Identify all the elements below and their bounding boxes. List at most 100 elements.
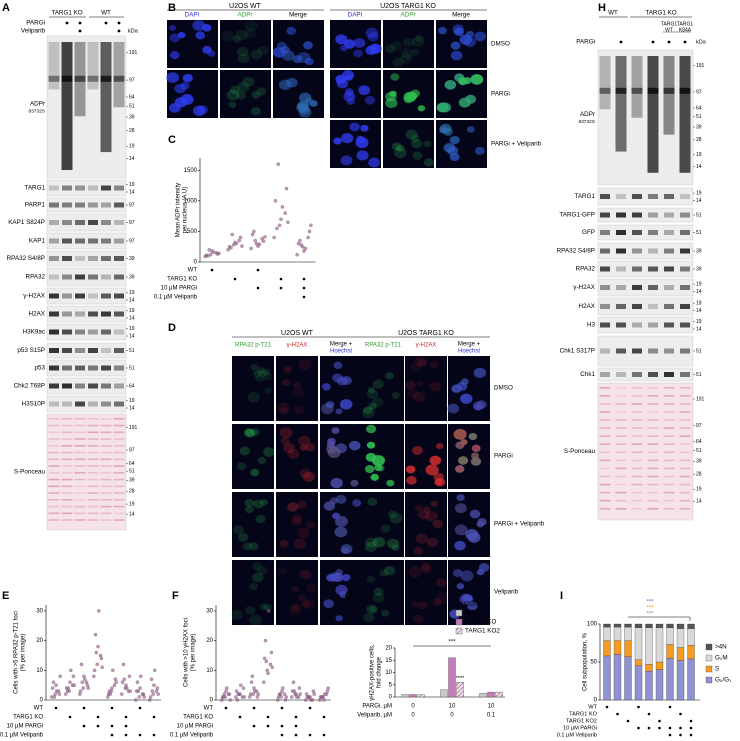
data-point bbox=[69, 668, 73, 673]
ponceau-band bbox=[679, 403, 691, 405]
nucleus bbox=[452, 569, 463, 578]
smear bbox=[113, 42, 125, 108]
nucleus bbox=[450, 50, 463, 61]
ponceau-band bbox=[48, 451, 60, 454]
nucleus bbox=[280, 436, 290, 445]
nucleus bbox=[432, 519, 443, 529]
nucleus bbox=[459, 34, 472, 45]
ponceau-band bbox=[87, 478, 99, 481]
blot bbox=[46, 287, 127, 305]
channel-label: RPA32 p-T21 bbox=[235, 343, 272, 349]
ponceau-band bbox=[647, 427, 659, 429]
ponceau-band bbox=[61, 485, 73, 488]
nucleus bbox=[263, 603, 273, 611]
blot-label: RPA32 bbox=[26, 274, 46, 281]
ponceau-band bbox=[87, 492, 99, 494]
data-point bbox=[239, 683, 243, 687]
marker-label: 64 bbox=[696, 439, 702, 445]
band bbox=[648, 194, 658, 199]
ponceau-band bbox=[615, 443, 627, 446]
nucleus bbox=[244, 506, 254, 514]
nucleus bbox=[430, 500, 439, 507]
nucleus bbox=[391, 391, 400, 399]
nucleus bbox=[326, 444, 338, 454]
ponceau-band bbox=[631, 467, 643, 470]
nucleus bbox=[287, 502, 299, 512]
nucleus bbox=[335, 569, 344, 576]
data-point bbox=[52, 695, 57, 699]
nucleus bbox=[374, 464, 383, 471]
marker-label: 39 bbox=[129, 114, 135, 120]
nucleus bbox=[249, 582, 258, 591]
data-point bbox=[68, 680, 72, 684]
condition-dot bbox=[279, 277, 283, 281]
marker-label: 28 bbox=[129, 128, 135, 134]
band bbox=[49, 238, 59, 244]
nucleus bbox=[252, 572, 264, 583]
nucleus bbox=[414, 34, 424, 42]
data-point bbox=[307, 229, 312, 234]
nucleus bbox=[438, 27, 447, 35]
nucleus bbox=[363, 612, 375, 623]
ponceau-band bbox=[74, 431, 86, 434]
nucleus bbox=[456, 494, 465, 502]
data-point bbox=[265, 668, 269, 673]
nucleus bbox=[169, 33, 180, 43]
ponceau-band bbox=[679, 395, 691, 397]
data-point bbox=[64, 692, 68, 696]
data-point bbox=[266, 671, 270, 676]
nucleus bbox=[335, 584, 348, 596]
nucleus bbox=[364, 465, 375, 474]
ponceau-band bbox=[647, 451, 659, 454]
marker-label: 64 bbox=[129, 383, 135, 389]
nucleus bbox=[404, 380, 416, 390]
legend-swatch bbox=[705, 665, 713, 673]
marker-label: 14 bbox=[129, 512, 135, 518]
band bbox=[48, 75, 60, 82]
nucleus bbox=[334, 515, 348, 527]
nucleus bbox=[447, 403, 460, 414]
band bbox=[88, 329, 98, 335]
ponceau-band bbox=[61, 465, 73, 467]
band bbox=[101, 238, 111, 244]
ponceau-band bbox=[113, 465, 125, 467]
data-point bbox=[256, 692, 260, 696]
band bbox=[664, 266, 674, 272]
nucleus bbox=[237, 532, 249, 542]
micrograph bbox=[362, 492, 404, 557]
bar-segment bbox=[655, 623, 664, 628]
data-point bbox=[263, 638, 268, 643]
treatment-dot bbox=[651, 40, 655, 44]
bar-segment bbox=[687, 645, 695, 660]
band bbox=[75, 348, 85, 353]
nucleus bbox=[460, 378, 469, 385]
band bbox=[648, 372, 658, 377]
nucleus bbox=[410, 134, 420, 142]
data-point bbox=[222, 692, 227, 696]
legend-swatch bbox=[455, 627, 463, 635]
marker-label: 39 bbox=[696, 266, 702, 272]
nucleus bbox=[415, 380, 424, 387]
panel-letter: B bbox=[168, 2, 176, 14]
lane-group: TARG1 KO bbox=[645, 10, 676, 17]
data-point bbox=[227, 692, 232, 696]
nucleus bbox=[327, 446, 341, 458]
condition-label: 0.1 µM Veliparib bbox=[557, 732, 597, 738]
nucleus bbox=[323, 501, 336, 511]
nucleus bbox=[401, 48, 414, 59]
data-point bbox=[120, 692, 124, 696]
ponceau-band bbox=[87, 458, 99, 461]
nucleus bbox=[302, 471, 315, 482]
ponceau-band bbox=[615, 403, 627, 405]
condition-dot bbox=[266, 724, 270, 728]
nucleus bbox=[439, 126, 448, 134]
x-row-value: 0 bbox=[450, 713, 454, 719]
marker-label: 64 bbox=[696, 105, 702, 111]
nucleus bbox=[242, 76, 255, 88]
data-point bbox=[100, 665, 104, 670]
nucleus bbox=[292, 55, 303, 64]
blot-label: γ-H2AX bbox=[573, 284, 595, 291]
ponceau-band bbox=[631, 459, 643, 462]
channel-label: ADPr bbox=[237, 12, 252, 19]
nucleus bbox=[460, 393, 473, 404]
